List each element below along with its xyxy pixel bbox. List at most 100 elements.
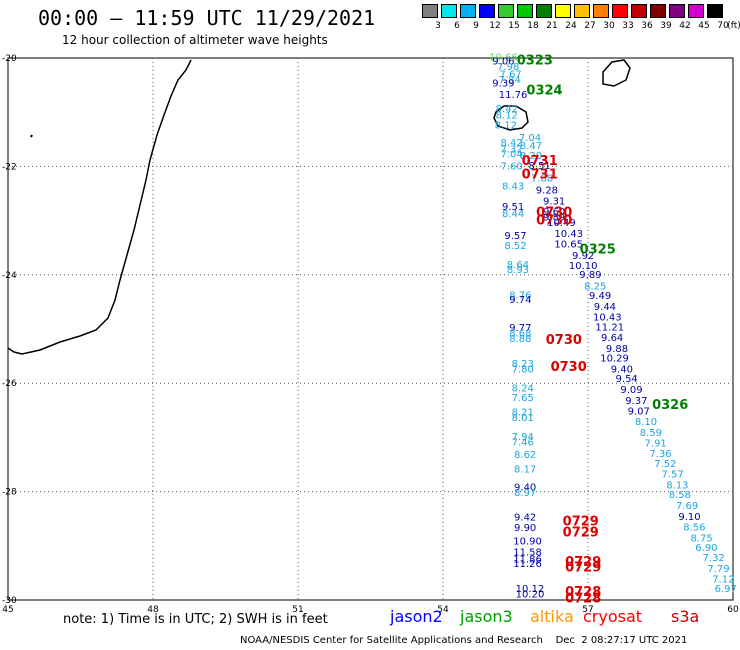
map-note: note: 1) Time is in UTC; 2) SWH is in fe… xyxy=(63,612,328,627)
wave-height-value: 10.12 xyxy=(516,584,545,595)
wave-height-value: 7.12 xyxy=(712,575,734,586)
pass-time-label: 0324 xyxy=(526,84,562,99)
pass-time-label: 0731 xyxy=(522,154,558,169)
lon-tick-label: 57 xyxy=(582,605,593,615)
wave-height-value: 9.60 xyxy=(543,207,565,218)
wave-height-value: 9.89 xyxy=(543,213,565,224)
wave-height-labels: 10.669.067.987.677.849.3911.768.428.128.… xyxy=(489,53,737,601)
wave-height-value: 10.49 xyxy=(547,218,576,229)
lat-tick-label: -26 xyxy=(2,379,17,389)
lon-tick-label: 60 xyxy=(727,605,739,615)
scale-label: 18 xyxy=(527,21,539,31)
scale-swatch xyxy=(536,4,552,18)
wave-height-value: 8.44 xyxy=(502,209,524,220)
wave-height-value: 8.75 xyxy=(690,533,712,544)
wave-height-value: 9.07 xyxy=(628,407,650,418)
wave-height-value: 7.98 xyxy=(497,62,519,73)
wave-height-value: 11.76 xyxy=(499,90,528,101)
scale-label: 36 xyxy=(641,21,653,31)
wave-height-value: 8.12 xyxy=(496,111,518,122)
pass-time-labels: 0323032407310731073007300325073007300326… xyxy=(517,54,689,607)
scale-label: 6 xyxy=(454,21,460,31)
scale-label: 42 xyxy=(679,21,691,31)
wave-height-value: 7.65 xyxy=(512,393,534,404)
wave-height-value: 7.57 xyxy=(661,470,683,481)
pass-time-label: 0731 xyxy=(522,168,558,183)
wave-height-value: 9.90 xyxy=(514,523,536,534)
lat-tick-label: -24 xyxy=(2,271,17,281)
wave-height-value: 8.13 xyxy=(666,480,688,491)
pass-time-label: 0729 xyxy=(563,525,599,540)
islet xyxy=(30,134,33,138)
wave-height-value: 10.90 xyxy=(513,537,542,548)
scale-swatch xyxy=(650,4,666,18)
wave-height-value: 10.66 xyxy=(489,53,518,64)
wave-height-value: 8.93 xyxy=(507,265,529,276)
lat-tick-label: -20 xyxy=(2,54,17,64)
wave-height-value: 11.58 xyxy=(513,548,542,559)
mauritius-coastline xyxy=(602,59,631,87)
wave-height-value: 7.36 xyxy=(649,449,671,460)
scale-swatch xyxy=(498,4,514,18)
wave-height-value: 7.52 xyxy=(654,459,676,470)
satellite-jason3: jason3 xyxy=(460,607,513,626)
satellite-cryosat: cryosat xyxy=(583,607,643,626)
scale-swatch xyxy=(593,4,609,18)
pass-time-label: 0728 xyxy=(565,585,601,600)
wave-height-value: 8.10 xyxy=(635,417,657,428)
wave-height-value: 8.62 xyxy=(514,450,536,461)
wave-height-value: 9.10 xyxy=(678,512,700,523)
wave-height-value: 9.92 xyxy=(572,251,594,262)
wave-height-value: 9.44 xyxy=(594,302,616,313)
wave-height-value: 9.09 xyxy=(620,385,642,396)
pass-time-label: 0730 xyxy=(551,360,587,375)
wave-height-value: 8.42 xyxy=(496,104,518,115)
pass-time-label: 0728 xyxy=(565,591,601,606)
scale-swatch xyxy=(688,4,704,18)
scale-swatch xyxy=(460,4,476,18)
scale-swatch xyxy=(422,4,438,18)
wave-height-value: 7.46 xyxy=(512,438,534,449)
wave-height-value: 10.10 xyxy=(569,261,598,272)
coastlines xyxy=(7,59,631,355)
wave-height-value: 9.39 xyxy=(492,79,514,90)
scale-swatch xyxy=(555,4,571,18)
madagascar-coastline xyxy=(7,59,192,355)
scale-swatch xyxy=(612,4,628,18)
lat-tick-label: -30 xyxy=(2,596,17,606)
lon-tick-label: 45 xyxy=(2,605,13,615)
wave-height-value: 9.74 xyxy=(509,295,531,306)
wave-height-value: 9.64 xyxy=(601,333,623,344)
scale-label: 3 xyxy=(435,21,441,31)
scale-label: 15 xyxy=(508,21,520,31)
map-title: 00:00 – 11:59 UTC 11/29/2021 xyxy=(38,6,376,30)
wave-height-value: 10.65 xyxy=(554,240,583,251)
wave-height-value: 6.97 xyxy=(715,584,737,595)
scale-label: 21 xyxy=(546,21,558,31)
wave-height-value: 7.88 xyxy=(531,174,553,185)
wave-height-value: 6.90 xyxy=(695,543,717,554)
wave-height-value: 8.42 xyxy=(501,138,523,149)
wave-height-value: 8.88 xyxy=(509,334,531,345)
lon-tick-label: 51 xyxy=(292,605,303,615)
lat-tick-label: -22 xyxy=(2,162,17,172)
wave-height-value: 8.58 xyxy=(669,490,691,501)
wave-height-value: 10.43 xyxy=(593,312,622,323)
wave-height-value: 8.01 xyxy=(512,413,534,424)
scale-swatch xyxy=(479,4,495,18)
wave-height-value: 9.37 xyxy=(625,396,647,407)
wave-height-value: 9.89 xyxy=(579,270,601,281)
lon-tick-label: 54 xyxy=(437,605,449,615)
scale-swatch xyxy=(707,4,723,18)
scale-label: 12 xyxy=(489,21,501,31)
wave-height-value: 11.26 xyxy=(513,559,542,570)
wave-height-value: 9.54 xyxy=(616,374,638,385)
wave-height-value: 8.56 xyxy=(683,523,705,534)
pass-time-label: 0730 xyxy=(536,214,572,229)
wave-height-value: 9.06 xyxy=(492,57,514,68)
wave-height-value: 7.60 xyxy=(501,162,523,173)
wave-height-value: 7.32 xyxy=(501,144,523,155)
wave-height-value: 7.67 xyxy=(500,70,522,81)
wave-height-value: 9.57 xyxy=(504,231,526,242)
wave-height-value: 9.77 xyxy=(509,323,531,334)
